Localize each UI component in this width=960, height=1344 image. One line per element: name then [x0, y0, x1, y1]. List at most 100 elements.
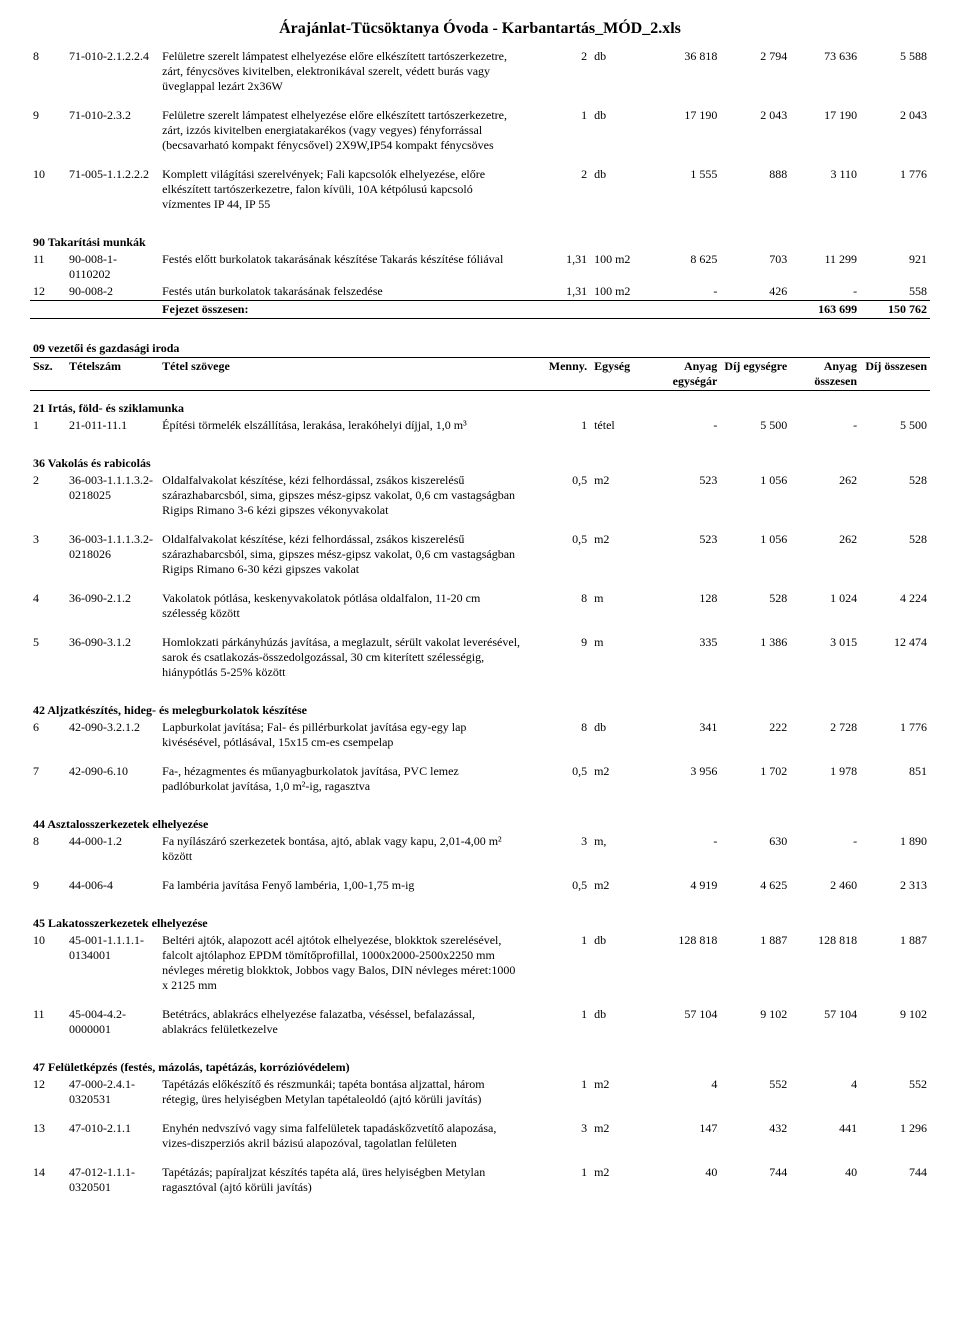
cell: 9 — [30, 107, 66, 154]
cell: 36-090-2.1.2 — [66, 590, 159, 622]
cell: Festés előtt burkolatok takarásának kész… — [159, 251, 525, 283]
cell: m — [590, 634, 650, 681]
cell: 71-005-1.1.2.2.2 — [66, 166, 159, 213]
total-cell — [650, 301, 720, 319]
page-title: Árajánlat-Tücsöktanya Óvoda - Karbantart… — [30, 20, 930, 38]
cell: 47-010-2.1.1 — [66, 1120, 159, 1152]
cell: 147 — [650, 1120, 720, 1152]
cell: 8 625 — [650, 251, 720, 283]
cell: 5 500 — [860, 417, 930, 434]
header-cell: Egység — [590, 358, 650, 391]
cell: m2 — [590, 763, 650, 795]
cell: Fa lambéria javítása Fenyő lambéria, 1,0… — [159, 877, 525, 894]
cell: 335 — [650, 634, 720, 681]
cell: 11 299 — [790, 251, 860, 283]
cell: 7 — [30, 763, 66, 795]
cell: - — [650, 283, 720, 301]
cell: 1,31 — [526, 283, 591, 301]
cell: 5 500 — [720, 417, 790, 434]
cell: Tapétázás előkészítő és részmunkái; tapé… — [159, 1076, 525, 1108]
total-cell: 163 699 — [790, 301, 860, 319]
header-cell: Tételszám — [66, 358, 159, 391]
cell: - — [790, 283, 860, 301]
cell: 90-008-2 — [66, 283, 159, 301]
cell: 8 — [526, 719, 591, 751]
cell: 4 919 — [650, 877, 720, 894]
cell: Felületre szerelt lámpatest elhelyezése … — [159, 48, 525, 95]
cell: 888 — [720, 166, 790, 213]
cell: 426 — [720, 283, 790, 301]
cell: 3 — [526, 833, 591, 865]
cell: 262 — [790, 531, 860, 578]
cell: 12 474 — [860, 634, 930, 681]
cell: 10 — [30, 166, 66, 213]
cell: Homlokzati párkányhúzás javítása, a megl… — [159, 634, 525, 681]
section-label: 47 Felületképzés (festés, mázolás, tapét… — [30, 1050, 930, 1076]
cell: m2 — [590, 1120, 650, 1152]
cell: 45-001-1.1.1.1-0134001 — [66, 932, 159, 994]
cell: 2 460 — [790, 877, 860, 894]
cell: 42-090-3.2.1.2 — [66, 719, 159, 751]
cell: 13 — [30, 1120, 66, 1152]
cell: tétel — [590, 417, 650, 434]
cell: 1 776 — [860, 166, 930, 213]
cell: 432 — [720, 1120, 790, 1152]
cell: 40 — [790, 1164, 860, 1196]
cell: 128 818 — [650, 932, 720, 994]
total-cell — [30, 301, 66, 319]
cell: 44-006-4 — [66, 877, 159, 894]
cell: 44-000-1.2 — [66, 833, 159, 865]
cell: 4 — [790, 1076, 860, 1108]
cell: 73 636 — [790, 48, 860, 95]
total-cell — [526, 301, 591, 319]
total-cell — [720, 301, 790, 319]
cell: Fa nyílászáró szerkezetek bontása, ajtó,… — [159, 833, 525, 865]
cell: 36-090-3.1.2 — [66, 634, 159, 681]
cell: 1 978 — [790, 763, 860, 795]
cell: 11 — [30, 251, 66, 283]
cell: 0,5 — [526, 763, 591, 795]
cell: 71-010-2.3.2 — [66, 107, 159, 154]
cell: Lapburkolat javítása; Fal- és pillérburk… — [159, 719, 525, 751]
cell: 9 — [30, 877, 66, 894]
cell: 1 — [30, 417, 66, 434]
cell: 3 110 — [790, 166, 860, 213]
cell: 1 — [526, 107, 591, 154]
cell: 2 — [526, 48, 591, 95]
section-label: 44 Asztalosszerkezetek elhelyezése — [30, 807, 930, 833]
cell: 1 — [526, 932, 591, 994]
cell: Komplett világítási szerelvények; Fali k… — [159, 166, 525, 213]
total-cell — [66, 301, 159, 319]
cell: 36-003-1.1.1.3.2-0218025 — [66, 472, 159, 519]
cell: 3 — [526, 1120, 591, 1152]
cell: 528 — [860, 531, 930, 578]
cell: 2 043 — [720, 107, 790, 154]
cell: m — [590, 590, 650, 622]
section-label: 45 Lakatosszerkezetek elhelyezése — [30, 906, 930, 932]
cell: 9 — [526, 634, 591, 681]
header-cell: Anyag összesen — [790, 358, 860, 391]
cell: db — [590, 932, 650, 994]
cell: 14 — [30, 1164, 66, 1196]
cell: 1 — [526, 1076, 591, 1108]
cell: 57 104 — [790, 1006, 860, 1038]
cell: 3 — [30, 531, 66, 578]
cell: db — [590, 107, 650, 154]
section-label: 42 Aljzatkészítés, hideg- és melegburkol… — [30, 693, 930, 719]
cell: 0,5 — [526, 531, 591, 578]
cell: 36 818 — [650, 48, 720, 95]
header-cell: Ssz. — [30, 358, 66, 391]
cell: 71-010-2.1.2.2.4 — [66, 48, 159, 95]
cell: 11 — [30, 1006, 66, 1038]
cell: 6 — [30, 719, 66, 751]
cell: 8 — [526, 590, 591, 622]
cell: Építési törmelék elszállítása, lerakása,… — [159, 417, 525, 434]
header-cell: Díj egységre — [720, 358, 790, 391]
cell: 2 — [30, 472, 66, 519]
cell: 12 — [30, 1076, 66, 1108]
cell: 40 — [650, 1164, 720, 1196]
cell: - — [790, 417, 860, 434]
cell: 262 — [790, 472, 860, 519]
cell: 523 — [650, 472, 720, 519]
cell: 1 296 — [860, 1120, 930, 1152]
